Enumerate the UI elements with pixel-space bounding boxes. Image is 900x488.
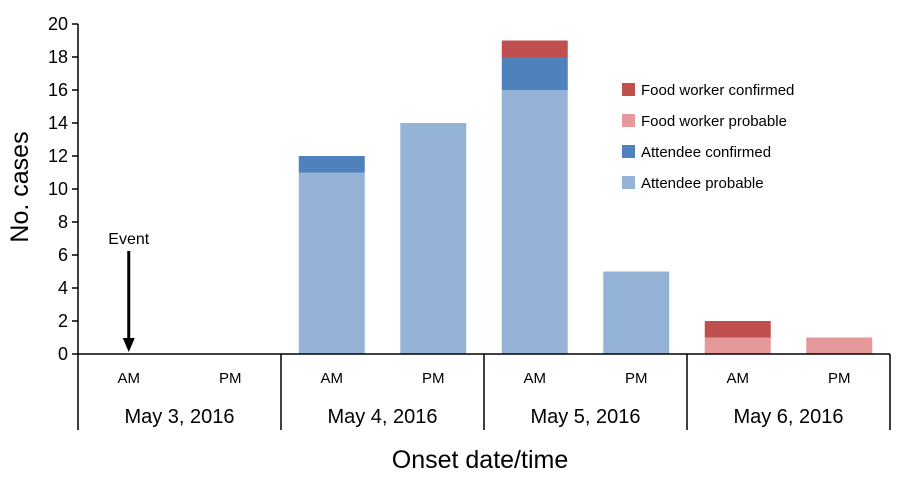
y-tick-label: 0 — [58, 344, 68, 364]
legend-swatch — [622, 114, 635, 127]
bar-segment — [501, 90, 568, 354]
y-tick-label: 20 — [48, 14, 68, 34]
y-tick-label: 2 — [58, 311, 68, 331]
y-tick-label: 16 — [48, 80, 68, 100]
legend-label: Attendee probable — [641, 175, 764, 192]
date-label: May 6, 2016 — [733, 406, 843, 428]
legend: Food worker confirmed Food worker probabl… — [622, 82, 794, 192]
legend-label: Attendee confirmed — [641, 144, 771, 161]
bar-segment — [400, 123, 467, 354]
legend-swatch — [622, 83, 635, 96]
x-tick-label: AM — [321, 370, 344, 387]
y-axis-title: No. cases — [6, 131, 34, 242]
bars — [298, 40, 873, 354]
bar-segment — [806, 337, 873, 354]
event-label: Event — [108, 231, 149, 248]
bar-segment — [704, 337, 771, 354]
x-tick-label: PM — [828, 370, 851, 387]
bar-segment — [501, 40, 568, 57]
legend-label: Food worker probable — [641, 113, 787, 130]
bar-segment — [501, 57, 568, 90]
y-tick-label: 4 — [58, 278, 68, 298]
x-tick-label: AM — [524, 370, 547, 387]
axes — [77, 24, 891, 430]
bar-segment — [603, 271, 670, 354]
x-axis-title: Onset date/time — [392, 446, 568, 474]
x-tick-label: PM — [422, 370, 445, 387]
y-tick-label: 18 — [48, 47, 68, 67]
x-tick-label: PM — [625, 370, 648, 387]
bar-segment — [704, 321, 771, 338]
x-tick-label: PM — [219, 370, 242, 387]
event-annotation: Event — [108, 231, 150, 352]
x-categories: AM PM AM PM AM PM AM PM May 3, 2016 May 4, 2016 Ma… — [118, 370, 851, 428]
legend-swatch — [622, 176, 635, 189]
event-arrow-head — [122, 338, 135, 352]
date-label: May 5, 2016 — [530, 406, 640, 428]
legend-label: Food worker confirmed — [641, 82, 794, 99]
y-tick-label: 6 — [58, 245, 68, 265]
y-tick-label: 8 — [58, 212, 68, 232]
y-tick-label: 10 — [48, 179, 68, 199]
bar-segment — [298, 156, 365, 173]
legend-swatch — [622, 145, 635, 158]
y-tick-label: 14 — [48, 113, 68, 133]
date-label: May 4, 2016 — [327, 406, 437, 428]
x-tick-label: AM — [727, 370, 750, 387]
y-tick-label: 12 — [48, 146, 68, 166]
x-tick-label: AM — [118, 370, 141, 387]
date-label: May 3, 2016 — [124, 406, 234, 428]
bar-segment — [298, 172, 365, 354]
y-ticks: 0 2 4 6 8 10 12 14 16 18 20 — [48, 14, 78, 364]
